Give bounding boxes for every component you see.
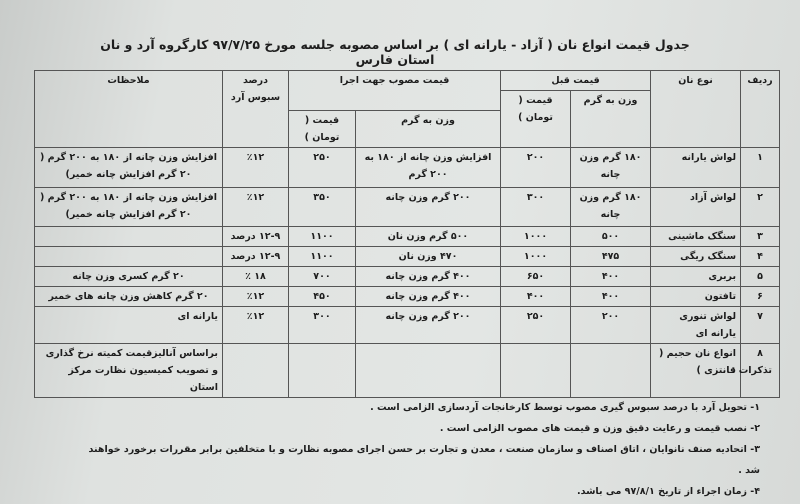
cell-approved-weight: ۴۷۰ وزن نان [355,246,502,267]
cell-approved-cost: ۳۵۰ [287,187,357,227]
header-prev-weight: وزن به گرم [570,90,652,148]
cell-bran-percent: ٪۱۲ [222,147,289,188]
cell-remarks: یارانه ای [34,306,223,344]
cell-remarks: افزایش وزن چانه از ۱۸۰ به ۲۰۰ گرم ( ۲۰ گ… [34,187,223,227]
cell-approved-cost [287,343,357,398]
cell-approved-cost: ۱۱۰۰ [287,246,357,267]
cell-bread-type: سنگک ماشینی [650,226,742,247]
cell-bran-percent [222,343,289,398]
cell-prev-weight: ۱۸۰ گرم وزن چانه [570,187,652,227]
cell-approved-cost: ۲۵۰ [287,147,357,188]
cell-remarks: افزایش وزن چانه از ۱۸۰ به ۲۰۰ گرم ( ۲۰ گ… [34,147,223,188]
cell-bread-type: تافتون [650,286,742,307]
cell-prev-cost: ۴۰۰ [500,286,572,307]
notes-heading: تذکرات : [731,365,772,376]
header-prev-price: قیمت قبل [500,70,652,91]
note-item: ۱- تحویل آرد با درصد سبوس گیری مصوب توسط… [370,402,760,413]
header-approved-weight: وزن به گرم [355,110,502,148]
cell-prev-weight [570,343,652,398]
cell-remarks [34,246,223,267]
cell-row-number: ۵ [740,266,781,287]
cell-row-number: ۲ [740,187,781,227]
cell-approved-weight: ۲۰۰ گرم وزن چانه [355,187,502,227]
cell-approved-weight: ۵۰۰ گرم وزن نان [355,226,502,247]
header-prev-cost: قیمت ( تومان ) [500,90,572,148]
note-item: ۴- زمان اجراء از تاریخ ۹۷/۸/۱ می باشد. [576,486,760,497]
cell-prev-cost [500,343,572,398]
table-row: ۳ سنگک ماشینی ۵۰۰ ۱۰۰۰ ۵۰۰ گرم وزن نان ۱۱۰۰ ۱۲… [34,226,781,247]
cell-prev-cost: ۶۵۰ [500,266,572,287]
cell-prev-weight: ۵۰۰ [570,226,652,247]
cell-remarks: براساس آنالیزقیمت کمیته نرخ گذاری و تصوی… [34,343,223,398]
cell-approved-cost: ۴۵۰ [287,286,357,307]
table-row: ۸ انواع نان حجیم ( فانتزی ) براساس آنالیزق… [34,343,781,398]
header-approved-price: قیمت مصوب جهت اجرا [287,70,502,111]
cell-bran-percent: ۱۲-۹ درصد [222,226,289,247]
cell-prev-cost: ۲۵۰ [500,306,572,344]
cell-bread-type: انواع نان حجیم ( فانتزی ) [650,343,742,398]
header-row-number: ردیف [740,70,781,148]
cell-row-number: ۶ [740,286,781,307]
cell-approved-weight: ۴۰۰ گرم وزن چانه [355,286,502,307]
note-item: ۳- اتحادیه صنف نانوایان ، اتاق اصناف و س… [88,444,760,476]
cell-approved-cost: ۳۰۰ [287,306,357,344]
document-title: جدول قیمت انواع نان ( آزاد - یارانه ای )… [100,37,690,67]
cell-approved-cost: ۱۱۰۰ [287,226,357,247]
cell-prev-cost: ۱۰۰۰ [500,246,572,267]
cell-remarks [34,226,223,247]
table-row: ۱ لواش یارانه ۱۸۰ گرم وزن چانه ۲۰۰ افزایش وز… [34,147,781,188]
cell-bread-type: لواش تنوری یارانه ای [650,306,742,344]
notes-section: تذکرات : ۱- تحویل آرد با درصد سبوس گیری … [72,360,772,502]
cell-prev-cost: ۳۰۰ [500,187,572,227]
cell-prev-weight: ۲۰۰ [570,306,652,344]
cell-bran-percent: ٪۱۲ [222,306,289,344]
cell-remarks: ۲۰ گرم کسری وزن چانه [34,266,223,287]
header-approved-cost: قیمت ( تومان ) [287,110,357,148]
table-row: ۶ تافتون ۴۰۰ ۴۰۰ ۴۰۰ گرم وزن چانه ۴۵۰ ٪۱۲ ۲۰ گر… [34,286,781,307]
cell-prev-cost: ۱۰۰۰ [500,226,572,247]
header-remarks: ملاحظات [34,70,223,148]
cell-prev-weight: ۴۰۰ [570,266,652,287]
table-row: ۴ سنگک ریگی ۴۷۵ ۱۰۰۰ ۴۷۰ وزن نان ۱۱۰۰ ۱۲-۹ درص… [34,246,781,267]
cell-prev-weight: ۴۰۰ [570,286,652,307]
cell-row-number: ۱ [740,147,781,188]
cell-bread-type: بربری [650,266,742,287]
note-item: ۲- نصب قیمت و رعایت دقیق وزن و قیمت های … [439,423,760,434]
cell-bread-type: لواش یارانه [650,147,742,188]
cell-row-number: ۴ [740,246,781,267]
table-row: ۷ لواش تنوری یارانه ای ۲۰۰ ۲۵۰ ۲۰۰ گرم وزن چ… [34,306,781,344]
header-bran: درصد سبوس آرد [222,70,289,148]
header-bread-type: نوع نان [650,70,742,148]
table-row: ۲ لواش آزاد ۱۸۰ گرم وزن چانه ۳۰۰ ۲۰۰ گرم وزن… [34,187,781,227]
cell-bran-percent: ۱۸ ٪ [222,266,289,287]
cell-row-number: ۷ [740,306,781,344]
cell-approved-weight: افزایش وزن چانه از ۱۸۰ به ۲۰۰ گرم [355,147,502,188]
table-row: ۵ بربری ۴۰۰ ۶۵۰ ۴۰۰ گرم وزن چانه ۷۰۰ ۱۸ ٪ ۲۰ گر… [34,266,781,287]
cell-remarks: ۲۰ گرم کاهش وزن چانه های خمیر [34,286,223,307]
cell-bread-type: سنگک ریگی [650,246,742,267]
bread-price-table: ردیف نوع نان قیمت قبل قیمت مصوب جهت اجرا… [34,70,781,398]
cell-prev-weight: ۴۷۵ [570,246,652,267]
cell-approved-weight: ۲۰۰ گرم وزن چانه [355,306,502,344]
cell-approved-weight [355,343,502,398]
cell-bran-percent: ٪۱۲ [222,187,289,227]
cell-prev-cost: ۲۰۰ [500,147,572,188]
cell-row-number: ۸ [740,343,781,398]
cell-bran-percent: ٪۱۲ [222,286,289,307]
cell-prev-weight: ۱۸۰ گرم وزن چانه [570,147,652,188]
cell-approved-weight: ۴۰۰ گرم وزن چانه [355,266,502,287]
cell-bread-type: لواش آزاد [650,187,742,227]
cell-approved-cost: ۷۰۰ [287,266,357,287]
cell-row-number: ۳ [740,226,781,247]
cell-bran-percent: ۱۲-۹ درصد [222,246,289,267]
